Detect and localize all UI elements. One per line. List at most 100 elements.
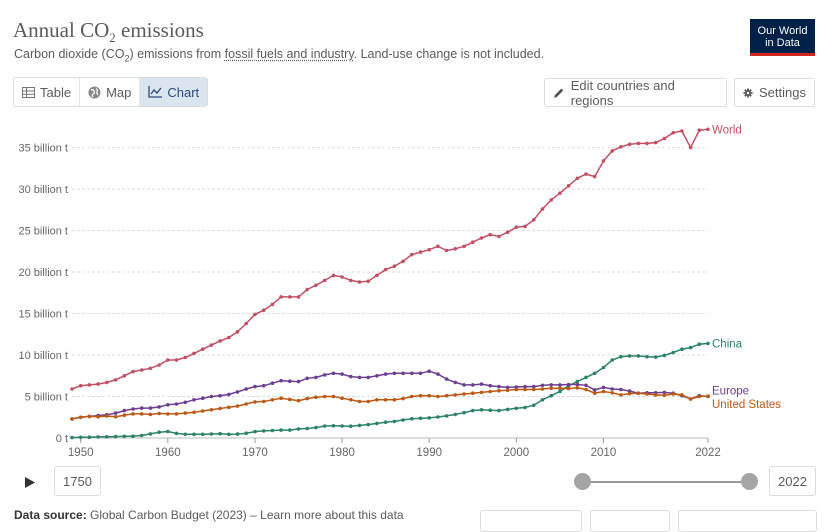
data-point-united-states[interactable]: [200, 409, 205, 413]
data-point-europe[interactable]: [549, 383, 553, 387]
data-point-world[interactable]: [105, 380, 109, 385]
data-point-united-states[interactable]: [96, 415, 100, 419]
data-point-europe[interactable]: [619, 387, 623, 392]
data-point-world[interactable]: [523, 224, 527, 229]
data-point-china[interactable]: [314, 425, 318, 430]
data-point-europe[interactable]: [209, 394, 214, 399]
data-point-united-states[interactable]: [349, 398, 353, 402]
data-point-united-states[interactable]: [619, 393, 623, 397]
data-point-europe[interactable]: [479, 382, 484, 386]
data-point-world[interactable]: [209, 343, 214, 347]
data-point-world[interactable]: [627, 142, 632, 147]
data-point-united-states[interactable]: [540, 387, 545, 391]
data-point-china[interactable]: [296, 427, 301, 431]
data-point-china[interactable]: [627, 354, 632, 358]
data-point-china[interactable]: [706, 341, 710, 346]
data-point-world[interactable]: [619, 145, 623, 149]
data-point-china[interactable]: [200, 432, 205, 437]
data-point-world[interactable]: [322, 278, 327, 283]
data-point-world[interactable]: [471, 240, 475, 244]
data-point-world[interactable]: [139, 368, 144, 372]
data-point-europe[interactable]: [331, 371, 336, 376]
data-point-china[interactable]: [444, 414, 449, 418]
data-point-china[interactable]: [549, 393, 553, 398]
data-point-china[interactable]: [427, 416, 432, 420]
data-point-united-states[interactable]: [288, 397, 292, 402]
data-point-world[interactable]: [706, 127, 710, 132]
data-point-world[interactable]: [70, 387, 74, 391]
data-point-united-states[interactable]: [471, 391, 475, 396]
data-point-europe[interactable]: [261, 383, 266, 388]
data-point-united-states[interactable]: [497, 388, 501, 393]
data-point-china[interactable]: [523, 405, 527, 410]
data-point-europe[interactable]: [253, 384, 257, 389]
data-point-europe[interactable]: [227, 392, 231, 397]
data-point-united-states[interactable]: [662, 393, 667, 398]
data-point-world[interactable]: [122, 374, 127, 378]
data-point-world[interactable]: [192, 351, 196, 356]
data-point-world[interactable]: [331, 273, 336, 278]
data-point-china[interactable]: [139, 433, 144, 438]
data-point-europe[interactable]: [558, 383, 562, 387]
footer-button-2[interactable]: [590, 510, 670, 532]
data-point-world[interactable]: [610, 149, 614, 153]
data-point-world[interactable]: [645, 141, 649, 146]
data-point-china[interactable]: [505, 407, 510, 412]
data-point-united-states[interactable]: [697, 394, 702, 399]
data-point-united-states[interactable]: [514, 387, 519, 392]
data-point-united-states[interactable]: [340, 396, 344, 401]
data-point-europe[interactable]: [139, 406, 144, 410]
data-point-united-states[interactable]: [148, 412, 153, 417]
data-point-world[interactable]: [392, 264, 397, 268]
data-point-united-states[interactable]: [401, 396, 405, 401]
data-point-world[interactable]: [375, 273, 379, 278]
data-point-europe[interactable]: [288, 379, 292, 384]
data-point-united-states[interactable]: [610, 391, 614, 395]
data-point-world[interactable]: [410, 252, 414, 257]
data-point-world[interactable]: [166, 358, 170, 362]
data-point-united-states[interactable]: [218, 406, 222, 411]
data-point-europe[interactable]: [505, 385, 510, 390]
data-point-world[interactable]: [305, 287, 310, 292]
data-point-united-states[interactable]: [305, 396, 310, 401]
data-point-world[interactable]: [131, 369, 135, 374]
footer-button-3[interactable]: [678, 510, 817, 532]
data-point-europe[interactable]: [462, 383, 466, 387]
data-point-china[interactable]: [357, 423, 362, 428]
data-point-world[interactable]: [78, 383, 83, 388]
data-point-world[interactable]: [636, 141, 641, 146]
data-point-united-states[interactable]: [227, 405, 231, 410]
data-point-world[interactable]: [671, 130, 675, 135]
data-point-united-states[interactable]: [322, 394, 327, 399]
data-point-united-states[interactable]: [427, 393, 432, 398]
data-point-europe[interactable]: [200, 396, 205, 401]
data-point-united-states[interactable]: [261, 399, 266, 404]
data-point-europe[interactable]: [410, 371, 414, 376]
data-point-europe[interactable]: [157, 405, 161, 409]
data-point-china[interactable]: [401, 418, 405, 422]
data-point-europe[interactable]: [627, 389, 632, 393]
data-point-world[interactable]: [662, 136, 667, 141]
data-point-china[interactable]: [645, 354, 649, 359]
data-point-europe[interactable]: [192, 398, 196, 402]
data-point-united-states[interactable]: [444, 393, 449, 398]
data-point-world[interactable]: [653, 140, 658, 145]
data-point-china[interactable]: [471, 408, 475, 413]
data-point-europe[interactable]: [183, 400, 188, 405]
data-point-united-states[interactable]: [157, 411, 161, 416]
data-point-united-states[interactable]: [549, 386, 553, 391]
data-point-china[interactable]: [697, 342, 702, 346]
data-point-china[interactable]: [688, 345, 693, 350]
data-point-world[interactable]: [314, 283, 318, 288]
data-point-china[interactable]: [331, 424, 336, 428]
data-point-world[interactable]: [549, 198, 553, 202]
data-point-united-states[interactable]: [105, 414, 109, 418]
data-point-world[interactable]: [418, 250, 423, 254]
data-point-united-states[interactable]: [592, 391, 597, 396]
data-point-world[interactable]: [680, 129, 684, 133]
data-point-united-states[interactable]: [131, 412, 135, 416]
data-point-united-states[interactable]: [627, 391, 632, 396]
tab-chart[interactable]: Chart: [139, 78, 208, 106]
data-point-china[interactable]: [680, 347, 684, 351]
data-point-world[interactable]: [436, 244, 440, 249]
